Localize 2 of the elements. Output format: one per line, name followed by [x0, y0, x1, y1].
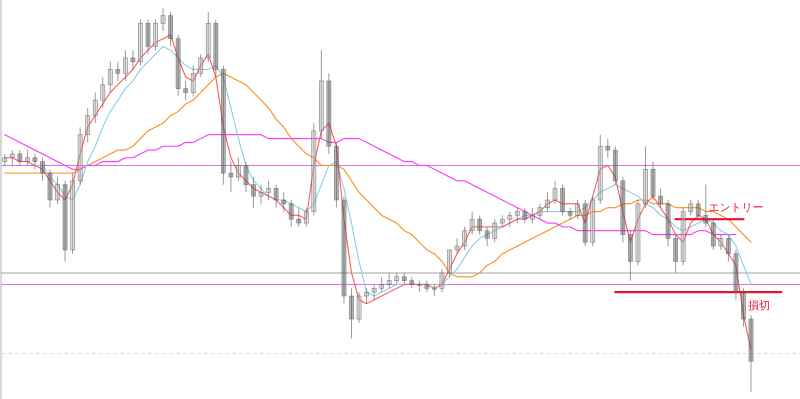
- series-label: 損切: [748, 299, 770, 312]
- series-label: エントリー: [708, 201, 764, 214]
